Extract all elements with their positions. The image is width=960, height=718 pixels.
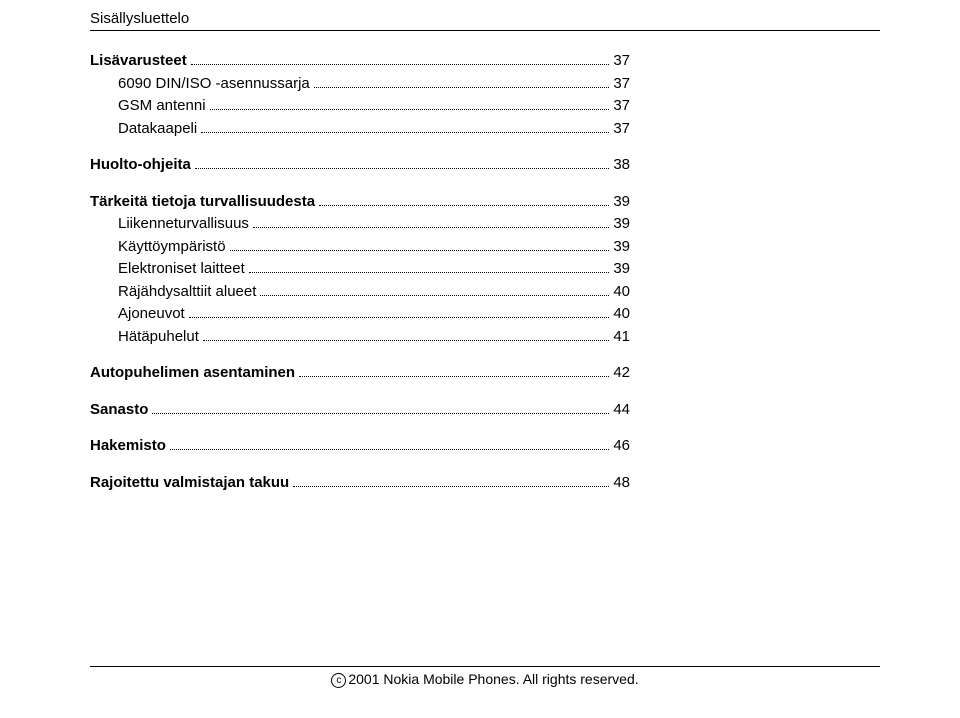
table-of-contents: Lisävarusteet376090 DIN/ISO -asennussarj…: [90, 50, 630, 494]
toc-page-number: 41: [613, 326, 630, 349]
toc-page-number: 37: [613, 73, 630, 96]
toc-page-number: 46: [613, 435, 630, 458]
toc-row: Datakaapeli 37: [90, 118, 630, 141]
toc-label: Hätäpuhelut: [118, 326, 199, 349]
toc-leader-dots: [195, 168, 609, 169]
toc-page-number: 39: [613, 213, 630, 236]
footer-bar: c2001 Nokia Mobile Phones. All rights re…: [90, 666, 880, 688]
toc-page-number: 44: [613, 399, 630, 422]
toc-leader-dots: [210, 109, 610, 110]
toc-label: Huolto-ohjeita: [90, 154, 191, 177]
toc-label: Autopuhelimen asentaminen: [90, 362, 295, 385]
toc-leader-dots: [260, 295, 609, 296]
toc-leader-dots: [319, 205, 609, 206]
toc-page-number: 42: [613, 362, 630, 385]
toc-leader-dots: [293, 486, 609, 487]
toc-page-number: 37: [613, 50, 630, 73]
toc-leader-dots: [191, 64, 610, 65]
toc-row: Hätäpuhelut 41: [90, 326, 630, 349]
toc-row: Rajoitettu valmistajan takuu 48: [90, 472, 630, 495]
toc-row: Lisävarusteet 37: [90, 50, 630, 73]
header-bar: Sisällysluettelo: [90, 10, 880, 31]
toc-label: Sanasto: [90, 399, 148, 422]
toc-leader-dots: [170, 449, 609, 450]
toc-label: Elektroniset laitteet: [118, 258, 245, 281]
toc-row: Hakemisto 46: [90, 435, 630, 458]
toc-row: Autopuhelimen asentaminen 42: [90, 362, 630, 385]
page: Sisällysluettelo Lisävarusteet376090 DIN…: [0, 0, 960, 718]
toc-page-number: 48: [613, 472, 630, 495]
toc-row: Ajoneuvot 40: [90, 303, 630, 326]
toc-row: Liikenneturvallisuus 39: [90, 213, 630, 236]
toc-label: Liikenneturvallisuus: [118, 213, 249, 236]
toc-row: 6090 DIN/ISO -asennussarja 37: [90, 73, 630, 96]
toc-leader-dots: [314, 87, 610, 88]
toc-label: Hakemisto: [90, 435, 166, 458]
toc-label: Ajoneuvot: [118, 303, 185, 326]
toc-label: 6090 DIN/ISO -asennussarja: [118, 73, 310, 96]
toc-label: Lisävarusteet: [90, 50, 187, 73]
toc-leader-dots: [201, 132, 609, 133]
toc-leader-dots: [152, 413, 609, 414]
toc-row: Elektroniset laitteet 39: [90, 258, 630, 281]
page-title: Sisällysluettelo: [90, 10, 189, 27]
toc-label: GSM antenni: [118, 95, 206, 118]
toc-row: Huolto-ohjeita 38: [90, 154, 630, 177]
toc-leader-dots: [189, 317, 610, 318]
toc-page-number: 40: [613, 281, 630, 304]
toc-row: GSM antenni 37: [90, 95, 630, 118]
toc-label: Rajoitettu valmistajan takuu: [90, 472, 289, 495]
toc-label: Tärkeitä tietoja turvallisuudesta: [90, 191, 315, 214]
toc-page-number: 37: [613, 95, 630, 118]
footer-text: 2001 Nokia Mobile Phones. All rights res…: [348, 671, 638, 687]
toc-row: Räjähdysalttiit alueet 40: [90, 281, 630, 304]
toc-page-number: 39: [613, 258, 630, 281]
toc-leader-dots: [253, 227, 609, 228]
toc-leader-dots: [249, 272, 610, 273]
toc-label: Datakaapeli: [118, 118, 197, 141]
toc-row: Sanasto 44: [90, 399, 630, 422]
toc-leader-dots: [203, 340, 609, 341]
toc-row: Tärkeitä tietoja turvallisuudesta 39: [90, 191, 630, 214]
toc-row: Käyttöympäristö 39: [90, 236, 630, 259]
toc-leader-dots: [230, 250, 610, 251]
toc-label: Käyttöympäristö: [118, 236, 226, 259]
toc-page-number: 37: [613, 118, 630, 141]
toc-page-number: 38: [613, 154, 630, 177]
toc-leader-dots: [299, 376, 609, 377]
toc-label: Räjähdysalttiit alueet: [118, 281, 256, 304]
toc-page-number: 39: [613, 191, 630, 214]
toc-page-number: 40: [613, 303, 630, 326]
toc-page-number: 39: [613, 236, 630, 259]
copyright-icon: c: [331, 673, 346, 688]
